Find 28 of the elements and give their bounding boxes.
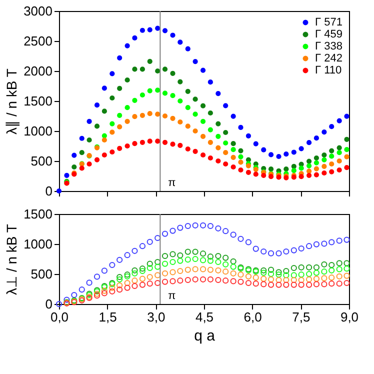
legend-label: Γ 571 [315, 16, 342, 28]
y-tick-label: 1500 [24, 94, 52, 108]
y-tick-label: 2000 [24, 64, 52, 78]
x-tick-label: 4,5 [195, 310, 214, 324]
y-tick-label: 3000 [24, 4, 52, 18]
y-tick-label: 500 [30, 266, 52, 282]
y-axis-title: λ⊥ / n kB T [4, 224, 20, 295]
x-tick-label: 1,5 [98, 310, 117, 324]
y-tick-label: 1500 [24, 206, 52, 222]
y-tick-label: 2500 [24, 34, 52, 48]
y-tick-label: 1000 [24, 236, 52, 252]
y-axis-title: λ∥ / n kB T [4, 68, 20, 134]
y-tick-label: 0 [45, 184, 52, 198]
x-tick-label: 9,0 [340, 310, 359, 324]
x-tick-label: 6,0 [244, 310, 262, 324]
x-axis-title: q a [194, 328, 216, 344]
x-tick-label: 0,0 [50, 310, 69, 324]
x-tick-label: 7,5 [292, 310, 310, 324]
y-tick-label: 1000 [24, 124, 52, 138]
y-tick-label: 0 [45, 296, 52, 312]
legend-label: Γ 242 [315, 52, 342, 64]
legend-label: Γ 338 [315, 40, 342, 52]
ref-line-label: π [168, 290, 176, 302]
legend-label: Γ 459 [315, 28, 342, 40]
ref-line-label: π [168, 177, 176, 189]
x-tick-label: 3,0 [147, 310, 166, 324]
y-tick-label: 500 [30, 154, 52, 168]
legend-label: Γ 110 [315, 64, 342, 76]
